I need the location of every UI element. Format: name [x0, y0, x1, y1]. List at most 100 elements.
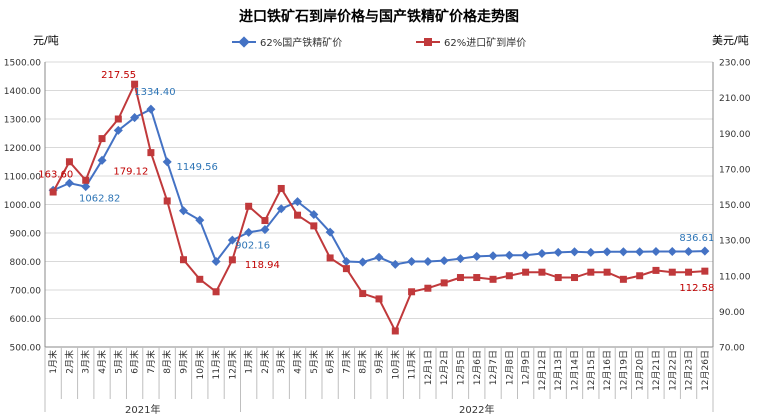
gridlines [45, 61, 713, 348]
x-tick-label: 12月13日 [553, 350, 564, 391]
x-tick-label: 12月21日 [651, 350, 662, 391]
x-tick-label: 12月8日 [504, 350, 515, 385]
x-tick-label: 11月末 [210, 350, 222, 379]
data-point-import [359, 290, 367, 298]
data-point-domestic [521, 250, 531, 260]
data-point-domestic [667, 246, 677, 257]
y-left-tick-label: 1100.00 [4, 173, 41, 183]
legend-item-import: 62%进口矿到岸价 [416, 36, 526, 49]
legend: 62%国产铁精矿价 62%进口矿到岸价 [232, 36, 526, 49]
y-left-tick-label: 600.00 [10, 315, 42, 325]
data-point-domestic [146, 104, 156, 114]
data-point-domestic [244, 227, 254, 237]
data-point-import [424, 284, 432, 292]
x-tick-label: 2月末 [63, 350, 75, 374]
y-left-tick-label: 800.00 [10, 258, 42, 268]
data-point-import [131, 80, 139, 88]
legend-marker-domestic [238, 36, 250, 48]
data-point-import [522, 268, 530, 276]
data-point-import [82, 176, 90, 184]
x-tick-label: 9月末 [177, 350, 189, 374]
x-tick-label: 12月末 [226, 350, 238, 379]
x-tick-label: 7月末 [340, 350, 352, 374]
x-tick-label: 5月末 [112, 350, 124, 374]
x-tick-label: 12月6日 [472, 350, 483, 385]
y-left-unit: 元/吨 [33, 34, 59, 47]
data-point-import [652, 266, 660, 274]
x-tick-label: 12月9日 [521, 350, 532, 385]
y-axis-left: 500.00 600.00 700.00 800.00 900.00 1000.00 110… [4, 59, 46, 354]
data-point-import [294, 211, 302, 219]
data-point-import [538, 268, 546, 276]
year-group-label: 2022年 [459, 403, 494, 416]
data-point-domestic [81, 182, 91, 192]
y-left-tick-label: 1400.00 [4, 87, 41, 97]
data-point-import [310, 222, 318, 230]
x-tick-label: 8月末 [161, 350, 173, 374]
y-right-tick-label: 210.00 [719, 94, 751, 104]
data-label: 217.55 [101, 70, 136, 81]
year-group-label: 2021年 [125, 403, 160, 416]
data-point-import [408, 288, 416, 296]
y-left-tick-label: 1300.00 [4, 116, 41, 126]
data-point-domestic [162, 157, 172, 167]
data-label: 1334.40 [134, 87, 175, 98]
data-point-import [619, 275, 627, 283]
data-labels: 1062.82 1334.40 1149.56 902.16 836.61 163.60 2… [38, 70, 714, 294]
x-tick-label: 4月末 [96, 350, 108, 374]
data-point-domestic [504, 250, 514, 260]
x-tick-label: 12月20日 [635, 350, 646, 391]
data-label: 179.12 [113, 167, 148, 178]
data-point-import [505, 272, 513, 280]
y-right-tick-label: 190.00 [719, 130, 751, 140]
x-tick-label: 6月末 [129, 350, 141, 374]
data-point-import [685, 268, 693, 276]
data-point-import [49, 188, 57, 196]
data-point-domestic [211, 256, 221, 267]
x-tick-label: 2月末 [259, 350, 271, 374]
data-point-domestic [423, 256, 433, 267]
x-tick-label: 12月16日 [602, 350, 613, 391]
x-tick-label: 12月7日 [488, 350, 499, 385]
x-tick-label: 10月末 [389, 350, 401, 379]
y-right-tick-label: 90.00 [719, 308, 745, 318]
data-label: 836.61 [679, 233, 714, 244]
data-point-domestic [64, 178, 74, 188]
x-tick-label: 8月末 [357, 350, 369, 374]
x-tick-label: 1月末 [243, 350, 255, 374]
data-point-domestic [602, 247, 612, 257]
data-point-import [587, 268, 595, 276]
data-point-import [603, 268, 611, 276]
data-label: 112.58 [679, 283, 714, 294]
data-point-domestic [537, 248, 547, 259]
series-line-import [52, 81, 705, 334]
data-point-import [261, 217, 269, 225]
data-point-import [98, 135, 106, 143]
data-point-domestic [358, 257, 368, 267]
data-point-domestic [374, 252, 384, 262]
x-tick-label: 3月末 [275, 350, 287, 374]
y-left-tick-label: 900.00 [10, 230, 42, 240]
data-point-import [636, 272, 644, 280]
x-tick-label: 12月5日 [455, 350, 466, 385]
y-left-tick-label: 1200.00 [4, 144, 41, 154]
legend-marker-import [424, 38, 432, 46]
x-tick-label: 1月末 [47, 350, 59, 374]
data-point-import [245, 202, 253, 210]
data-label: 163.60 [38, 169, 73, 180]
chart-title: 进口铁矿石到岸价格与国产铁精矿价格走势图 [239, 8, 519, 25]
legend-label-import: 62%进口矿到岸价 [444, 36, 526, 49]
data-point-domestic [569, 247, 580, 257]
data-point-import [342, 265, 350, 273]
y-right-tick-label: 110.00 [719, 272, 751, 282]
legend-item-domestic: 62%国产铁精矿价 [232, 36, 342, 49]
data-point-import [668, 268, 676, 276]
data-point-domestic [341, 256, 351, 267]
data-point-domestic [472, 251, 482, 261]
x-tick-label: 12月12日 [537, 350, 548, 391]
series-line-domestic [52, 107, 705, 266]
data-point-import [571, 274, 579, 282]
y-axis-right: 70.00 90.00 110.00 130.00 150.00 170.00 190.00… [712, 59, 751, 354]
x-tick-label: 12月19日 [618, 350, 629, 391]
